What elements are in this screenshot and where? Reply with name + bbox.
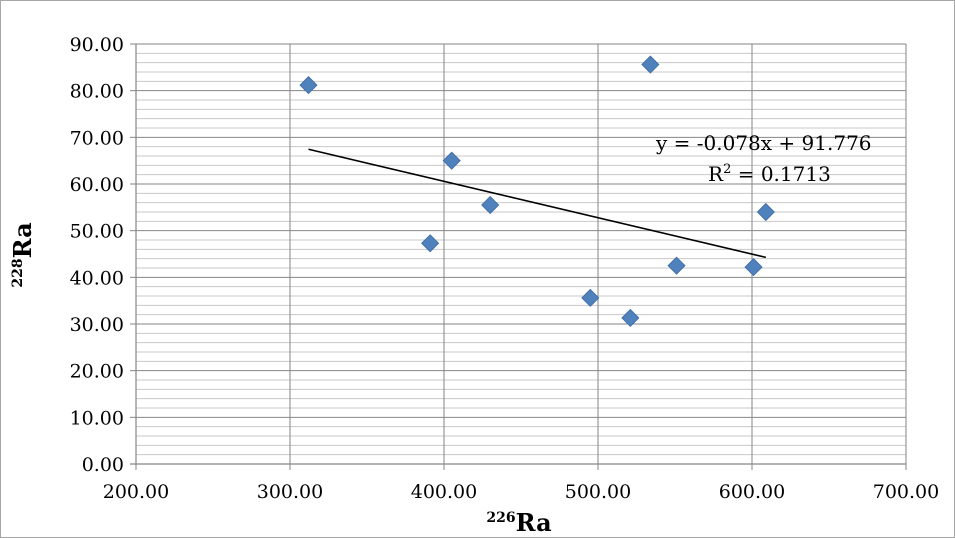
y-tick-label: 50.00 — [70, 221, 124, 243]
y-tick-label: 20.00 — [70, 361, 124, 383]
y-tick-labels: 0.00 10.00 20.00 30.00 40.00 50.00 60.00 70.00 8… — [70, 34, 136, 476]
x-axis-title: 226Ra — [486, 508, 551, 537]
data-point — [744, 258, 763, 277]
trendline-r-squared: R2 = 0.1713 — [708, 162, 831, 186]
data-point — [756, 202, 775, 222]
major-gridlines — [136, 43, 907, 464]
y-tick-label: 90.00 — [70, 34, 124, 56]
data-point — [581, 288, 600, 307]
trendline — [308, 148, 767, 259]
y-tick-label: 70.00 — [70, 127, 124, 149]
x-tick-label: 600.00 — [719, 481, 785, 503]
x-tick-label: 200.00 — [103, 481, 169, 503]
data-point — [299, 76, 318, 95]
axes — [130, 44, 906, 465]
data-point — [421, 234, 440, 253]
x-tick-label: 300.00 — [257, 481, 323, 503]
data-points — [299, 55, 775, 327]
trendline-equation: y = -0.078x + 91.776 — [655, 131, 872, 155]
r2-superscript: 2 — [723, 162, 731, 177]
y-tick-label: 80.00 — [70, 81, 124, 103]
x-tick-labels: 200.00 300.00 400.00 500.00 600.00 700.00 — [103, 464, 939, 503]
x-tick-label: 400.00 — [411, 481, 477, 503]
x-axis-title-main: Ra — [516, 508, 552, 537]
y-axis-title: 228Ra — [8, 222, 37, 287]
y-tick-label: 60.00 — [70, 174, 124, 196]
r2-value: = 0.1713 — [731, 162, 830, 186]
x-tick-label: 700.00 — [873, 481, 939, 503]
data-point — [442, 151, 461, 170]
r2-prefix: R — [708, 162, 724, 186]
x-axis-title-superscript: 226 — [486, 510, 515, 526]
data-point — [481, 195, 500, 215]
y-tick-label: 30.00 — [70, 314, 124, 336]
y-tick-label: 40.00 — [70, 267, 124, 289]
data-point — [667, 256, 686, 275]
y-tick-label: 10.00 — [70, 407, 124, 429]
data-point — [621, 308, 640, 327]
data-point — [641, 55, 660, 74]
x-tick-label: 500.00 — [565, 481, 631, 503]
y-tick-label: 0.00 — [82, 454, 124, 476]
minor-gridlines — [136, 52, 906, 456]
y-axis-title-main: Ra — [8, 222, 37, 258]
y-axis-title-superscript: 228 — [10, 258, 26, 287]
trendline-group — [308, 148, 767, 259]
